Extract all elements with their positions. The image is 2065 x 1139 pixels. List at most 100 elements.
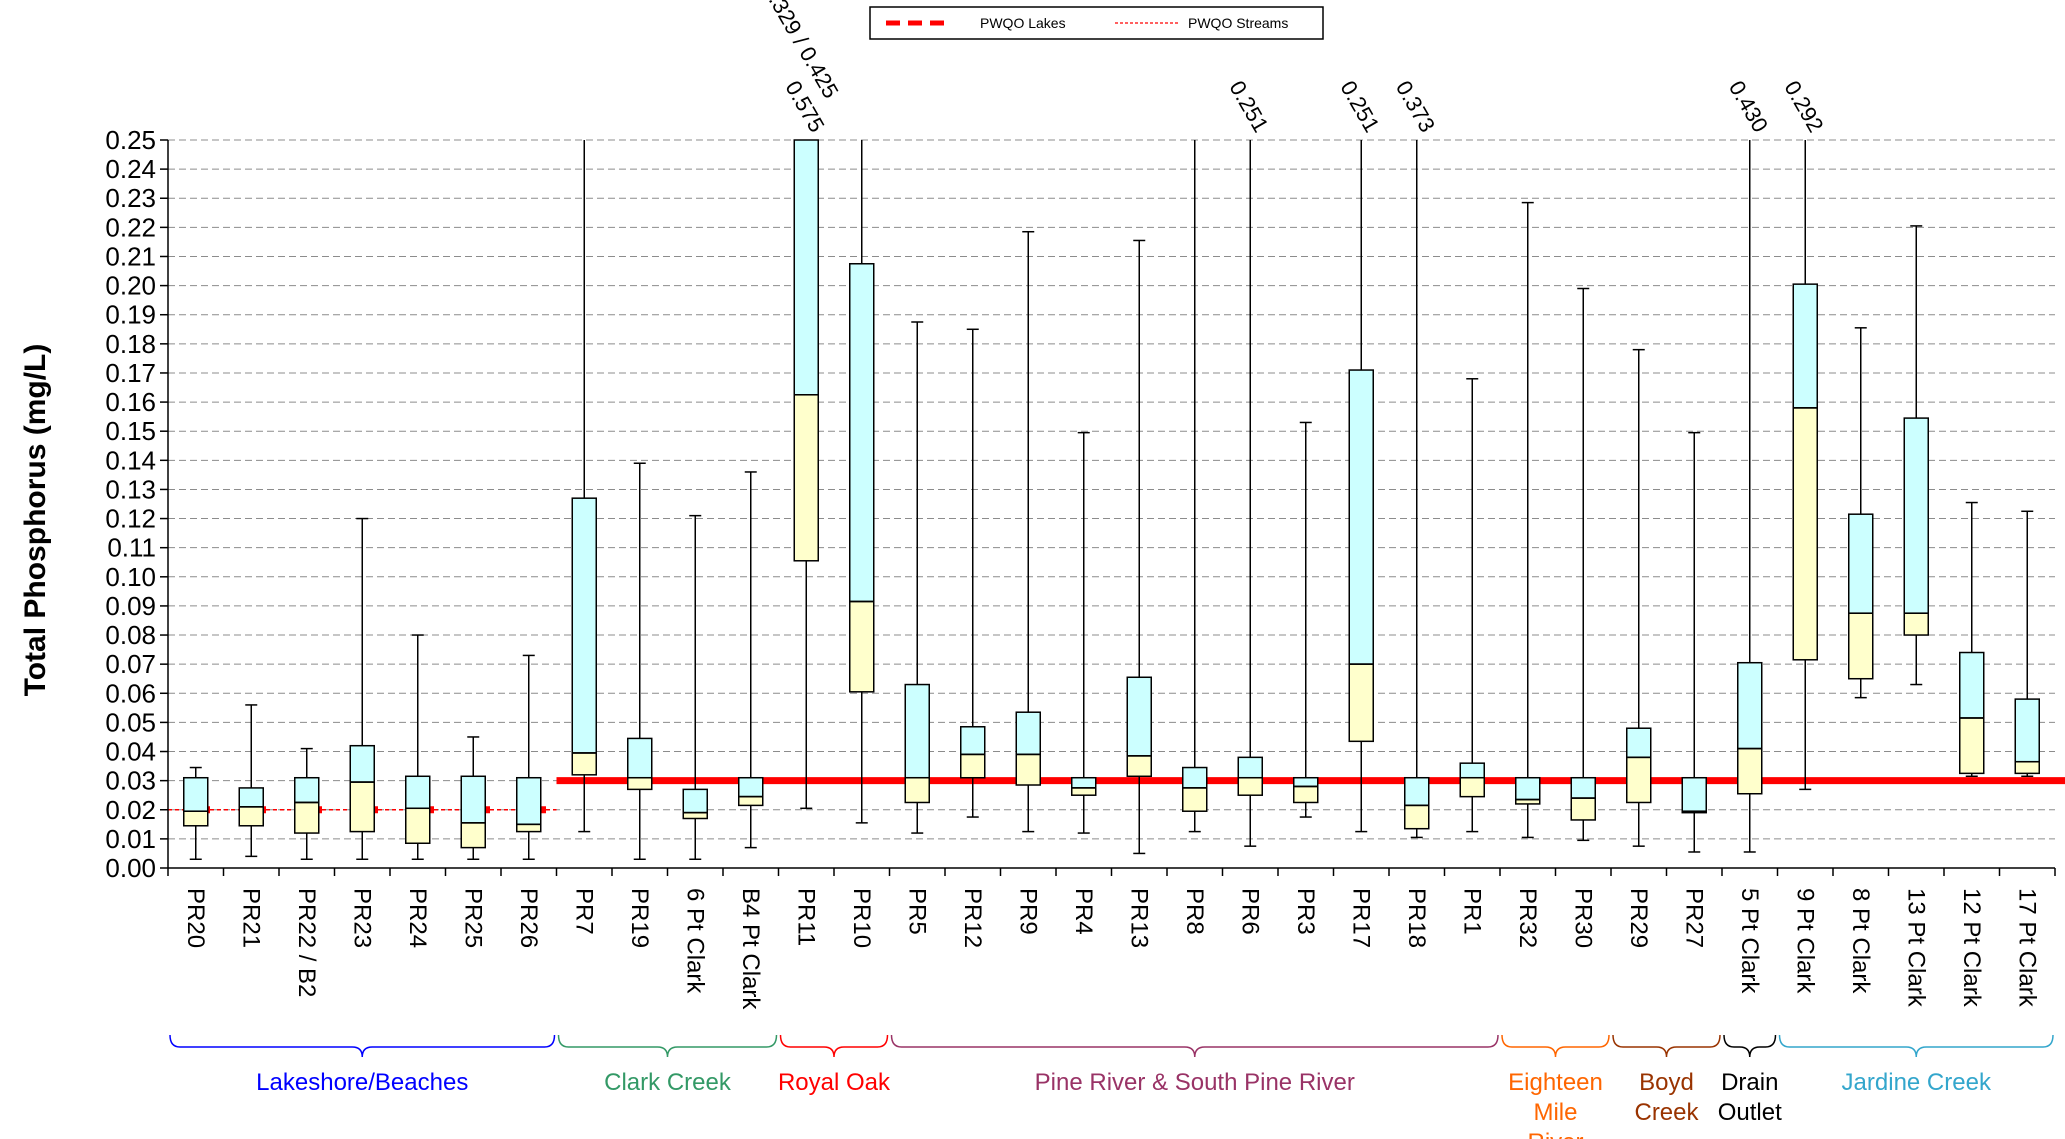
y-tick-label: 0.04 [105,737,156,767]
box-PR32 [1515,201,1541,839]
box-PR26 [516,654,542,861]
category-labels: PR20 PR21 PR22 / B2 PR23 PR24 PR25 PR26 PR7 PR19… [182,888,2041,1010]
lower-box [349,781,375,833]
category-label: 6 Pt Clark [681,888,708,994]
lower-box [849,600,875,693]
lower-box [1015,753,1041,786]
group-bracket: Boyd Creek [1612,1034,1721,1126]
lower-box [1570,797,1596,821]
box-PR19 [627,462,653,861]
upper-box [1015,711,1041,756]
gridlines [168,139,2055,840]
box-PR24 [405,634,431,861]
lower-box [1626,756,1652,804]
value-annotation: 0.251 [1224,76,1273,136]
upper-box [682,788,708,814]
lower-box [460,822,486,849]
category-label: PR21 [237,888,264,948]
y-tick-label: 0.16 [105,387,156,417]
legend: PWQO Lakes PWQO Streams [869,6,1324,40]
category-label: PR3 [1292,888,1319,935]
box-PR22 / B2 [294,747,320,861]
reference-lines [168,777,2065,814]
category-label: PR17 [1347,888,1374,948]
category-label: PR11 [792,888,819,946]
bracket-brace [557,1034,778,1058]
category-label: PR30 [1569,888,1596,948]
box-PR12 [960,328,986,818]
lower-box [1293,785,1319,804]
y-tick-label: 0.17 [105,358,156,388]
upper-box [1182,766,1208,789]
y-tick-label: 0.05 [105,707,156,737]
lower-box [2014,760,2040,775]
group-label: Lakeshore/Beaches [256,1069,468,1096]
upper-box [849,263,875,603]
lower-box [1237,776,1263,796]
upper-box [294,776,320,804]
box-PR25 [460,736,486,861]
category-label: 13 Pt Clark [1902,888,1929,1008]
lower-box [682,811,708,820]
y-tick-label: 0.10 [105,562,156,592]
group-label: Mile [1533,1099,1577,1126]
box-PR7 [571,140,597,833]
group-label: Creek [1634,1099,1699,1126]
upper-box [793,139,819,396]
box-PR20 [183,766,209,861]
upper-box [1737,661,1763,750]
upper-box [1626,727,1652,759]
y-tick-label: 0.12 [105,504,156,534]
category-label: PR27 [1680,888,1707,948]
lower-box [1903,612,1929,636]
box-12 Pt Clark [1959,501,1985,778]
category-label: 9 Pt Clark [1791,888,1818,994]
lower-box [1182,787,1208,812]
upper-box [1348,369,1374,665]
box-PR29 [1626,348,1652,847]
y-tick-label: 0.01 [105,824,156,854]
group-label: Boyd [1639,1069,1694,1096]
y-tick-label: 0.06 [105,678,156,708]
lower-box [183,810,209,827]
box-PR11 [793,139,819,810]
box-13 Pt Clark [1903,225,1929,686]
y-tick-label: 0.18 [105,329,156,359]
box-5 Pt Clark [1737,140,1763,853]
box-8 Pt Clark [1848,327,1874,699]
category-label: PR26 [515,888,542,948]
upper-box [349,744,375,783]
upper-box [1126,676,1152,757]
category-label: PR6 [1236,888,1263,935]
lower-box [960,753,986,779]
upper-box [1293,776,1319,788]
value-annotation: 0.292 [1779,76,1828,136]
box-17 Pt Clark [2014,510,2040,778]
lower-box [294,801,320,834]
lower-box [1959,717,1985,775]
box-PR6 [1237,140,1263,847]
lower-box [1792,407,1818,661]
boxes [183,139,2040,861]
group-label: Jardine Creek [1842,1069,1992,1096]
lower-box [904,776,930,804]
y-tick-label: 0.20 [105,271,156,301]
box-PR1 [1459,378,1485,833]
box-PR18 [1404,140,1430,839]
y-tick-label: 0.14 [105,445,156,475]
upper-box [627,737,653,779]
group-brackets: Lakeshore/Beaches Clark Creek Royal Oak Pin… [169,1034,2054,1139]
category-label: PR20 [182,888,209,948]
box-PR3 [1293,421,1319,818]
box-6 Pt Clark [682,514,708,861]
y-tick-label: 0.23 [105,183,156,213]
box-PR10 [849,140,875,824]
y-tick-label: 0.00 [105,853,156,883]
value-annotation: 0.373 [1391,76,1440,136]
y-axis-label: Total Phosphorus (mg/L) [19,344,52,697]
category-label: 12 Pt Clark [1958,888,1985,1008]
lower-box [1848,612,1874,680]
y-tick-label: 0.25 [105,125,156,155]
group-bracket: Eighteen Mile River [1501,1034,1610,1139]
y-tick-label: 0.07 [105,649,156,679]
